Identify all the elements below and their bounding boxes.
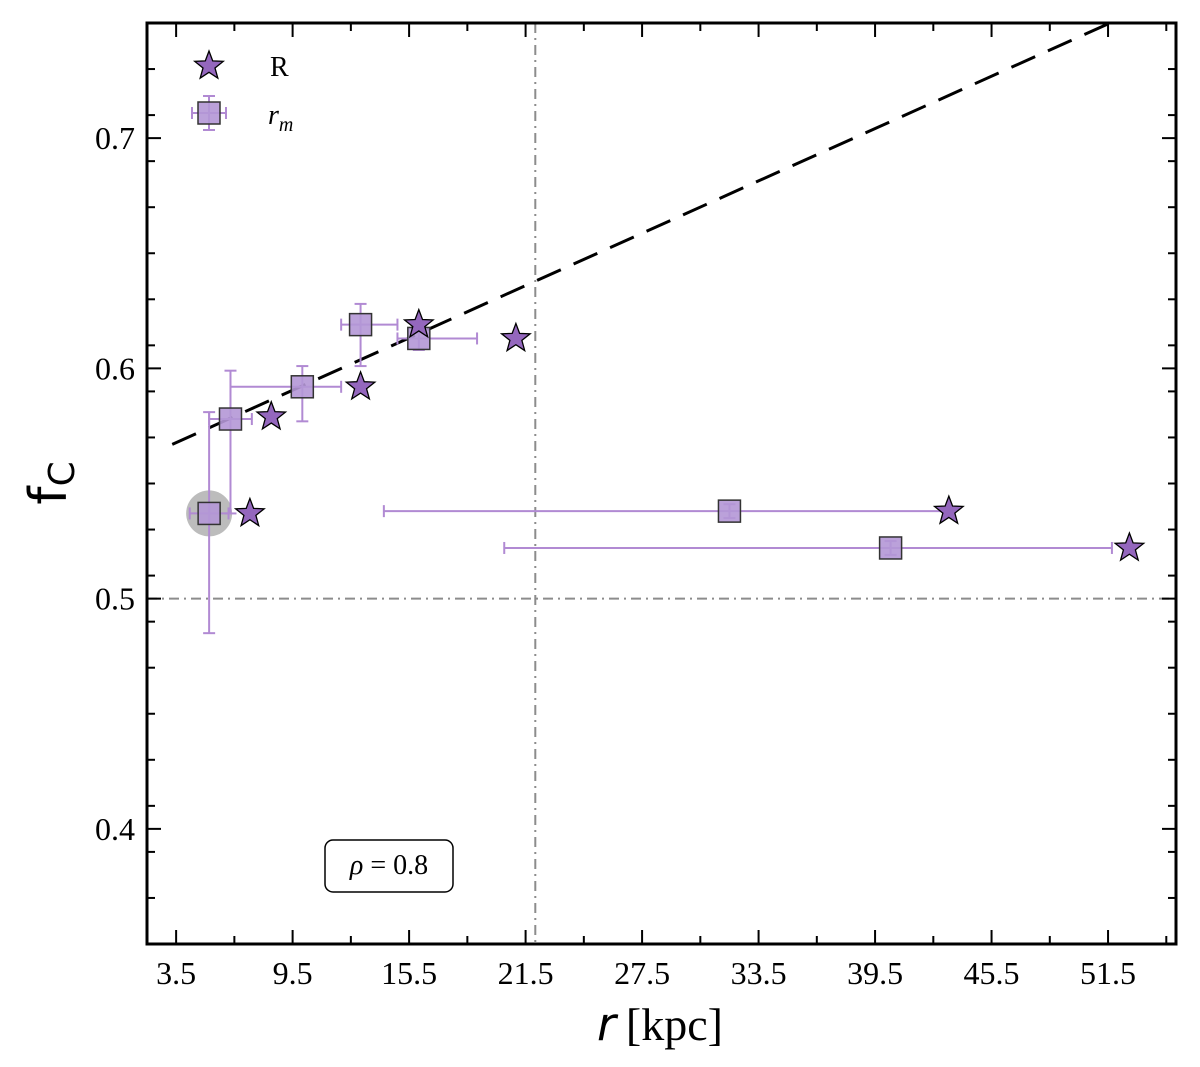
square-point-6 xyxy=(878,536,903,560)
y-axis-label: fC xyxy=(19,461,83,504)
star-point-0 xyxy=(233,496,266,528)
x-tick-label: 39.5 xyxy=(847,955,903,991)
star-point-3 xyxy=(402,307,435,339)
legend-label-r: R xyxy=(270,52,289,83)
square-point-3 xyxy=(348,312,373,337)
annotation-value: = 0.8 xyxy=(363,850,428,881)
x-axis-label-symbol: r xyxy=(597,997,619,1051)
annotation-box xyxy=(324,839,454,893)
legend-square-marker xyxy=(191,95,227,131)
x-tick-label: 33.5 xyxy=(731,955,787,991)
x-tick-label: 27.5 xyxy=(614,955,670,991)
correlation-annotation: ρ = 0.8 xyxy=(324,839,454,893)
square-point-0 xyxy=(197,501,221,526)
legend-label-rm-symbol: r xyxy=(268,100,279,131)
x-axis-label-unit: [kpc] xyxy=(626,999,723,1050)
star-point-1 xyxy=(255,399,288,431)
annotation-text: ρ = 0.8 xyxy=(349,850,428,881)
star-point-2 xyxy=(344,369,377,401)
x-tick-label: 9.5 xyxy=(273,955,313,991)
y-tick-label: 0.7 xyxy=(95,120,135,156)
legend-label-rm: rm xyxy=(268,100,293,136)
legend-square-icon xyxy=(197,101,221,125)
star-point-4 xyxy=(499,321,532,353)
x-tick-label: 51.5 xyxy=(1080,955,1136,991)
legend-label-rm-subscript: m xyxy=(279,114,293,136)
square-point-2 xyxy=(290,375,315,399)
star-point-6 xyxy=(1113,531,1146,562)
y-tick-label: 0.5 xyxy=(95,581,135,617)
x-tick-label: 3.5 xyxy=(156,955,196,991)
plot-frame xyxy=(145,21,1178,946)
star-point-5 xyxy=(932,494,965,525)
x-axis-label: r [kpc] xyxy=(597,997,723,1051)
plot-area xyxy=(147,21,1176,944)
annotation-symbol: ρ xyxy=(349,850,363,881)
y-tick-label: 0.4 xyxy=(95,811,135,847)
x-tick-label: 15.5 xyxy=(381,955,437,991)
legend-star-icon xyxy=(192,49,226,80)
fit-trend-line xyxy=(171,21,1111,446)
y-axis-label-subscript: C xyxy=(42,461,83,486)
square-point-5 xyxy=(717,499,742,523)
legend: R rm xyxy=(191,49,293,136)
square-point-1 xyxy=(218,407,243,431)
legend-star-marker xyxy=(192,49,226,80)
x-tick-label: 45.5 xyxy=(964,955,1020,991)
y-tick-label: 0.6 xyxy=(95,350,135,386)
axes: 3.5 9.5 15.5 21.5 27.5 33.5 39.5 45.5 51.5 0.4 0.5… xyxy=(95,21,1178,991)
y-axis-label-main: f xyxy=(19,485,79,505)
x-tick-label: 21.5 xyxy=(498,955,554,991)
